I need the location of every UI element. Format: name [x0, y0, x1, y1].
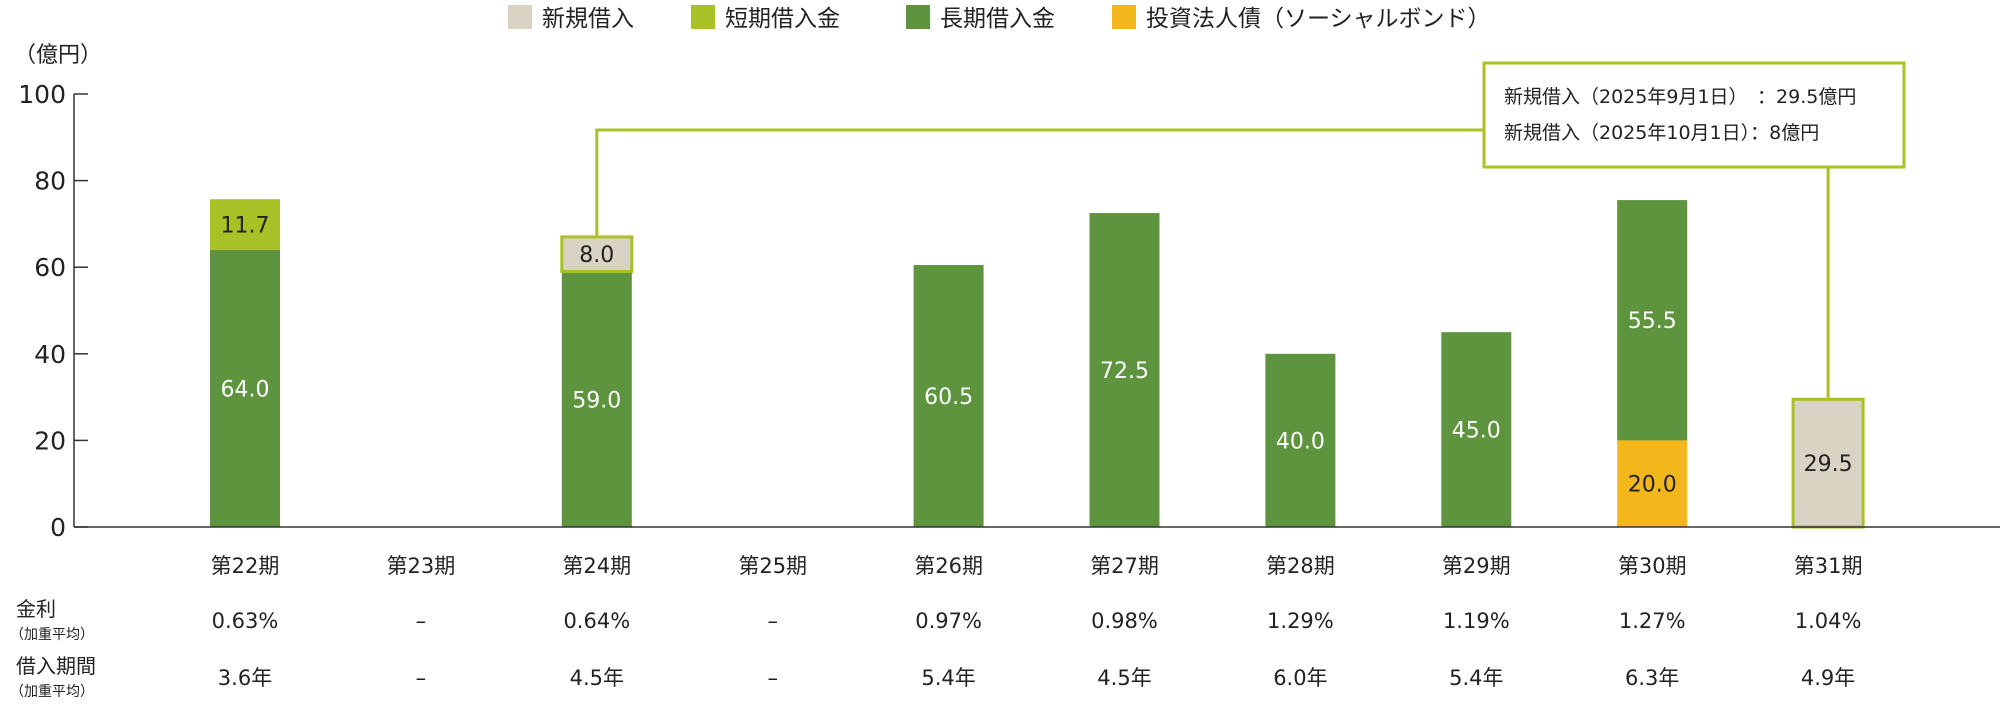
x-tick-label: 第27期 — [1090, 554, 1159, 578]
bar-segment — [210, 199, 280, 250]
callout-connector — [595, 128, 1484, 236]
table-cell: 0.63% — [212, 609, 279, 633]
data-label: 20.0 — [1628, 473, 1677, 498]
table-cell: 4.9年 — [1801, 666, 1855, 690]
bar-segment — [1441, 332, 1512, 527]
table-cell: 6.3年 — [1625, 666, 1679, 690]
table-cell: 3.6年 — [218, 666, 272, 690]
table-cell: 0.64% — [563, 609, 630, 633]
y-unit-label: （億円） — [14, 43, 102, 68]
legend-swatch — [508, 5, 532, 29]
bar-segment — [1089, 213, 1160, 527]
x-tick-label: 第25期 — [738, 554, 807, 578]
data-label: 40.0 — [1276, 429, 1325, 454]
table-cell: 0.97% — [915, 609, 982, 633]
data-label: 72.5 — [1100, 359, 1149, 384]
legend-swatch — [906, 5, 930, 29]
callout-box — [1482, 61, 1906, 169]
table-cell: – — [767, 666, 778, 690]
x-tick-label: 第26期 — [914, 554, 983, 578]
legend-label: 新規借入 — [542, 6, 634, 32]
y-tick-label: 0 — [50, 513, 66, 542]
table-cell: 1.19% — [1443, 609, 1510, 633]
legend-swatch — [691, 5, 715, 29]
data-label: 64.0 — [221, 377, 270, 402]
bar-segment — [1617, 440, 1688, 527]
data-label: 55.5 — [1628, 309, 1677, 334]
data-label: 59.0 — [572, 388, 621, 413]
x-axis: 第22期 第23期 第24期 第25期 第26期 第27期 第28期 第29期 第30期 第31期 — [211, 554, 1863, 578]
y-tick-label: 40 — [34, 340, 66, 369]
y-tick-label: 100 — [18, 80, 66, 109]
x-tick-label: 第23期 — [387, 554, 456, 578]
row-sublabel: （加重平均） — [10, 684, 94, 700]
legend-swatch — [1112, 5, 1136, 29]
table-cell: – — [767, 609, 778, 633]
data-label: 45.0 — [1452, 419, 1501, 444]
x-tick-label: 第22期 — [211, 554, 280, 578]
table-cell: – — [416, 666, 427, 690]
table-cell: 6.0年 — [1273, 666, 1327, 690]
data-label: 60.5 — [924, 385, 973, 410]
callout-text: 新規借入（2025年10月1日）：8億円 — [1504, 122, 1819, 144]
x-tick-label: 第29期 — [1442, 554, 1511, 578]
table-cell: 4.5年 — [1097, 666, 1151, 690]
bar-segment — [560, 235, 634, 274]
table-cell: 1.29% — [1267, 609, 1334, 633]
table-cell: 1.27% — [1619, 609, 1686, 633]
table-cell: 4.5年 — [570, 666, 624, 690]
row-label: 金利 — [16, 597, 56, 621]
table-cell: 5.4年 — [1449, 666, 1503, 690]
y-tick-label: 20 — [34, 426, 66, 455]
bar-segment — [1617, 200, 1688, 441]
x-tick-label: 第28期 — [1266, 554, 1335, 578]
table-cell: – — [416, 609, 427, 633]
legend-label: 長期借入金 — [940, 6, 1055, 32]
bar-segment — [1265, 353, 1336, 527]
bar-segment — [210, 249, 280, 527]
bar-segment — [561, 271, 632, 527]
y-tick-label: 60 — [34, 253, 66, 282]
table-cell: 5.4年 — [921, 666, 975, 690]
bar-group: 20.0 64.0 59.0 60.5 72.5 40.0 45.0 55.5 11.7 8.0 2… — [74, 199, 2000, 529]
x-tick-label: 第30期 — [1618, 554, 1687, 578]
x-tick-label: 第31期 — [1794, 554, 1863, 578]
callout-text: 新規借入（2025年9月1日） ：29.5億円 — [1504, 86, 1856, 108]
chart-legend: 新規借入 短期借入金 長期借入金 投資法人債（ソーシャルボンド） — [508, 5, 1491, 32]
row-sublabel: （加重平均） — [10, 627, 94, 643]
y-tick-label: 80 — [34, 167, 66, 196]
legend-label: 投資法人債（ソーシャルボンド） — [1146, 6, 1491, 32]
legend-label: 短期借入金 — [725, 6, 840, 32]
table-cell: 1.04% — [1795, 609, 1862, 633]
stats-table: 金利 （加重平均） 0.63% – 0.64% – 0.97% 0.98% 1.29% 1.19%… — [10, 597, 1861, 700]
data-label: 11.7 — [221, 214, 270, 239]
bar-segment — [913, 265, 984, 527]
y-axis: 0 20 40 60 80 100 — [18, 80, 88, 542]
table-cell: 0.98% — [1091, 609, 1158, 633]
bar-segment — [1791, 397, 1865, 529]
data-label: 8.0 — [579, 243, 614, 268]
row-label: 借入期間 — [16, 654, 96, 678]
data-label: 29.5 — [1804, 452, 1853, 477]
annotation-callout: 新規借入（2025年9月1日） ：29.5億円新規借入（2025年10月1日）：… — [595, 61, 1906, 398]
x-tick-label: 第24期 — [562, 554, 631, 578]
